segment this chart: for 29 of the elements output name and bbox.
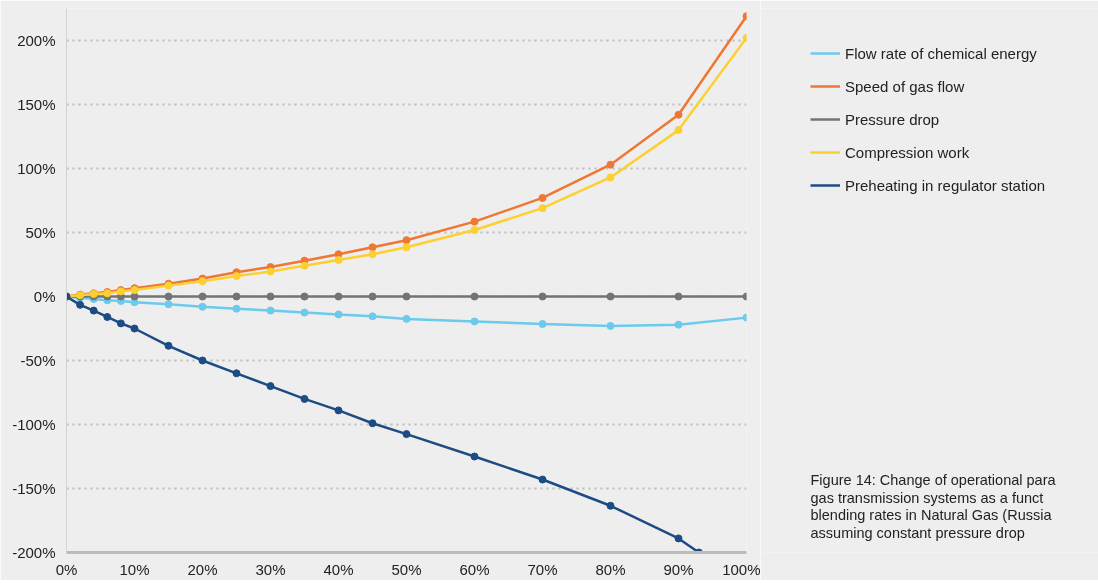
y-tick-label: 50% xyxy=(25,224,56,241)
y-tick-label: -50% xyxy=(20,352,56,369)
x-tick-label: 70% xyxy=(527,560,558,578)
y-tick-label: -150% xyxy=(12,480,56,497)
legend-label: Preheating in regulator station xyxy=(845,176,1046,194)
x-tick-label: 90% xyxy=(663,560,694,578)
y-tick-label: -100% xyxy=(12,416,56,433)
legend-label: Pressure drop xyxy=(845,110,940,128)
x-tick-label: 60% xyxy=(459,560,490,578)
x-tick-label: 10% xyxy=(119,560,150,578)
text: gas transmission systems as a funct xyxy=(810,489,1044,506)
x-tick-label: 40% xyxy=(323,560,354,578)
x-tick-label: 0% xyxy=(55,560,78,578)
x-tick-label: 20% xyxy=(187,560,218,578)
x-tick-label: 30% xyxy=(255,560,286,578)
y-tick-label: 100% xyxy=(17,160,56,177)
text: assuming constant pressure drop xyxy=(810,525,1025,542)
y-tick-label: 150% xyxy=(17,96,56,113)
y-tick-label: -200% xyxy=(12,544,56,561)
legend-label: Speed of gas flow xyxy=(845,77,965,95)
legend-label: Flow rate of chemical energy xyxy=(845,44,1037,62)
caption: Figure 14: Change of operational para xyxy=(810,471,1057,488)
y-tick-label: 0% xyxy=(33,288,56,305)
x-tick-label: 50% xyxy=(391,560,422,578)
x-tick-label: 80% xyxy=(595,560,626,578)
y-tick-label: 200% xyxy=(17,32,56,49)
legend-label: Compression work xyxy=(845,143,970,161)
x-tick-label: 100% xyxy=(722,560,761,578)
text: blending rates in Natural Gas (Russia xyxy=(810,507,1053,524)
